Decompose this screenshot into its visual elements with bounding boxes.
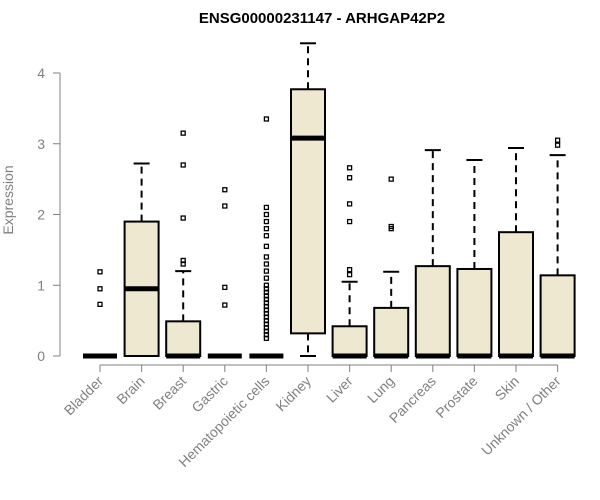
- box-brain: [123, 162, 160, 357]
- outlier-point: [222, 203, 228, 209]
- y-axis: 0 1 2 3 4: [37, 65, 61, 364]
- outlier-point: [263, 211, 270, 218]
- box-rect: [539, 274, 576, 357]
- y-axis-title: Expression: [0, 165, 16, 234]
- box-prostate: [456, 159, 493, 359]
- outlier-point: [263, 218, 270, 225]
- chart-title: ENSG00000231147 - ARHGAP42P2: [199, 10, 445, 27]
- x-category-label: Prostate: [432, 373, 480, 421]
- outlier-point: [346, 201, 353, 207]
- outlier-point: [263, 243, 270, 249]
- box-rect: [373, 306, 410, 358]
- box-unknown-other: [539, 137, 576, 359]
- box-gastric: [207, 187, 242, 359]
- box-rect: [456, 267, 493, 358]
- outlier-point: [388, 176, 394, 182]
- box-hematopoietic-cells: [249, 116, 284, 359]
- outlier-point: [180, 215, 186, 221]
- box-rect: [290, 88, 326, 335]
- y-tick-label: 2: [37, 207, 45, 223]
- outlier-point: [263, 116, 270, 122]
- outlier-point: [263, 225, 270, 232]
- outlier-point: [346, 271, 353, 278]
- x-category-label: Liver: [323, 373, 356, 406]
- box-rect: [331, 325, 368, 358]
- boxes-group: [83, 42, 576, 359]
- outlier-point: [222, 302, 228, 308]
- box-lung: [373, 176, 410, 359]
- y-tick-label: 3: [37, 136, 45, 152]
- outlier-point: [346, 175, 353, 181]
- outlier-point: [97, 301, 103, 308]
- x-category-label: Lung: [364, 373, 397, 406]
- outlier-point: [346, 218, 353, 225]
- box-rect: [165, 320, 202, 357]
- y-tick-label: 0: [37, 348, 45, 364]
- y-tick-label: 4: [37, 65, 45, 81]
- x-category-label: Bladder: [61, 373, 107, 419]
- outlier-point: [263, 254, 270, 260]
- box-bladder: [83, 269, 117, 359]
- outlier-point: [554, 137, 561, 143]
- y-tick-label: 1: [37, 277, 45, 293]
- outlier-point: [263, 204, 270, 211]
- outlier-point: [346, 267, 353, 273]
- x-category-label: Kidney: [273, 373, 315, 415]
- outlier-point: [346, 165, 353, 171]
- outlier-point: [263, 268, 270, 274]
- box-liver: [331, 165, 368, 359]
- outlier-point: [554, 142, 561, 148]
- box-rect: [498, 231, 534, 357]
- outlier-point: [180, 257, 186, 264]
- box-kidney: [290, 42, 326, 357]
- outlier-point: [263, 233, 270, 239]
- outlier-point: [222, 187, 228, 193]
- outlier-point: [222, 284, 228, 291]
- outlier-point: [180, 162, 186, 168]
- x-category-label: Skin: [492, 373, 523, 404]
- outlier-point: [388, 223, 394, 230]
- box-breast: [165, 130, 202, 359]
- outlier-point: [263, 275, 270, 281]
- outlier-point: [97, 286, 103, 292]
- outlier-point: [97, 269, 103, 275]
- x-category-label: Breast: [149, 373, 189, 413]
- x-category-label: Unknown / Other: [478, 373, 564, 459]
- outlier-point: [180, 130, 186, 136]
- box-pancreas: [414, 149, 451, 359]
- x-category-label: Brain: [113, 373, 147, 407]
- box-rect: [414, 265, 451, 357]
- outlier-point: [263, 261, 270, 267]
- box-skin: [498, 146, 534, 359]
- outlier-point: [263, 282, 270, 288]
